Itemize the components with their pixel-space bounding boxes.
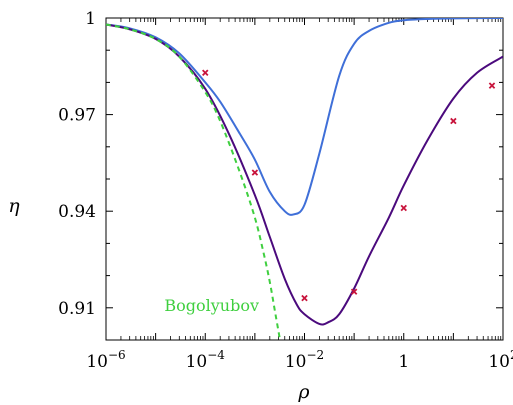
data-point-marker (202, 69, 209, 76)
y-axis-title: η (8, 195, 20, 217)
tick-labels: 10−6 10−4 10−2 1 102 1 0.97 0.94 0.91 (58, 9, 513, 372)
tick-marks (105, 17, 504, 341)
data-point-marker (350, 288, 358, 295)
data-point-marker (450, 117, 457, 125)
x-tick-label: 10−2 (285, 348, 324, 372)
series-line-1 (106, 18, 503, 216)
x-tick-label: 102 (488, 348, 513, 372)
series-group (106, 18, 503, 340)
data-point-marker (400, 204, 407, 212)
y-tick-label: 0.91 (58, 299, 96, 319)
x-tick-label: 10−4 (186, 348, 226, 372)
annotations: Bogolyubov (164, 296, 259, 315)
data-point-marker (488, 82, 496, 89)
y-tick-label: 1 (85, 9, 96, 29)
series-line-dashed (106, 23, 282, 340)
data-point-marker (301, 294, 308, 302)
annotation-label: Bogolyubov (164, 296, 259, 315)
y-tick-label: 0.94 (58, 202, 96, 222)
x-tick-label: 10−6 (86, 348, 125, 372)
data-point-marker (251, 169, 259, 176)
series-line-2 (106, 23, 503, 326)
y-tick-label: 0.97 (58, 106, 96, 126)
x-tick-label: 1 (398, 352, 409, 372)
x-axis-title: ρ (297, 381, 310, 403)
plot-frame (105, 17, 504, 341)
